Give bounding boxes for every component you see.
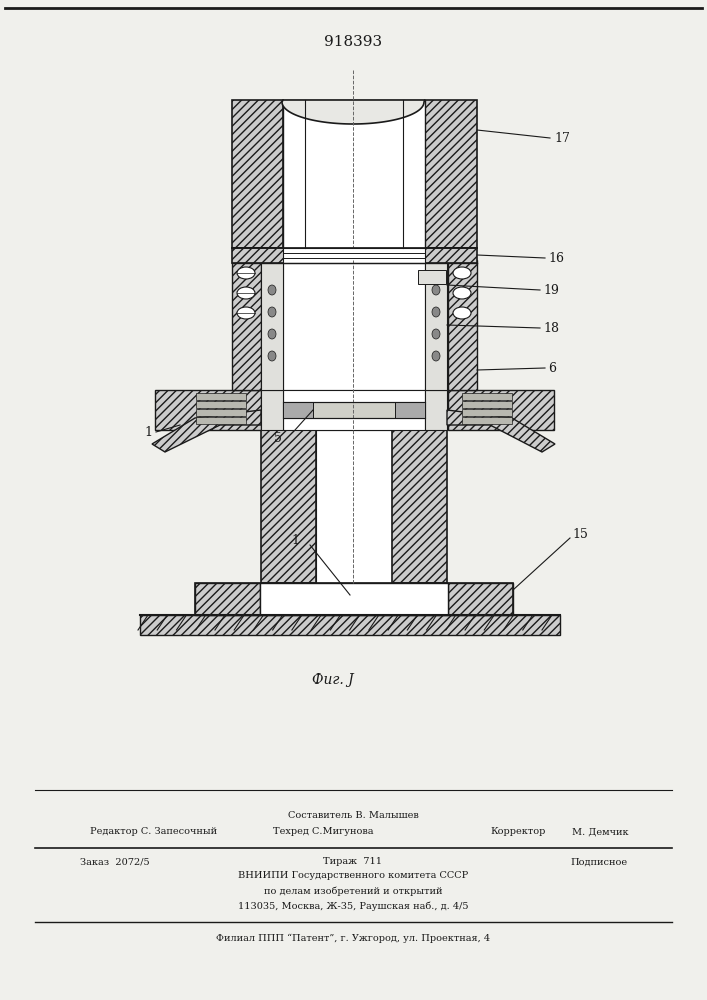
Bar: [448, 260, 477, 390]
Ellipse shape: [237, 287, 255, 299]
Bar: [196, 417, 246, 424]
Bar: [261, 260, 283, 390]
Bar: [261, 390, 283, 430]
Ellipse shape: [453, 307, 471, 319]
Text: 1: 1: [144, 426, 152, 438]
Ellipse shape: [432, 285, 440, 295]
Bar: [261, 430, 316, 583]
Bar: [448, 583, 513, 615]
Bar: [140, 615, 560, 635]
Ellipse shape: [268, 329, 276, 339]
Bar: [425, 100, 477, 248]
Bar: [196, 393, 246, 400]
Bar: [392, 430, 447, 583]
Bar: [283, 390, 425, 430]
Text: 19: 19: [543, 284, 559, 296]
Text: Редактор С. Запесочный: Редактор С. Запесочный: [90, 828, 217, 836]
Bar: [283, 260, 425, 390]
Bar: [462, 401, 512, 408]
Bar: [196, 409, 246, 416]
Ellipse shape: [453, 287, 471, 299]
Ellipse shape: [268, 351, 276, 361]
Text: Заказ  2072/5: Заказ 2072/5: [80, 857, 150, 866]
Bar: [195, 583, 513, 615]
Bar: [232, 260, 261, 390]
Ellipse shape: [432, 307, 440, 317]
Polygon shape: [447, 410, 555, 452]
Text: Тираж  711: Тираж 711: [324, 857, 382, 866]
Text: ВНИИПИ Государственного комитета СССР: ВНИИПИ Государственного комитета СССР: [238, 871, 468, 880]
Text: 6: 6: [548, 361, 556, 374]
Text: 18: 18: [543, 322, 559, 334]
Bar: [232, 100, 283, 248]
Text: Корректор: Корректор: [490, 828, 545, 836]
Ellipse shape: [453, 267, 471, 279]
Text: Фиг. J: Фиг. J: [312, 673, 354, 687]
Bar: [155, 390, 261, 430]
Ellipse shape: [268, 285, 276, 295]
Bar: [316, 430, 392, 583]
Bar: [283, 248, 425, 263]
Text: Подписное: Подписное: [570, 857, 627, 866]
Bar: [395, 402, 425, 418]
Text: 918393: 918393: [324, 35, 382, 49]
Bar: [425, 390, 447, 430]
Bar: [196, 401, 246, 408]
Polygon shape: [282, 100, 425, 124]
Ellipse shape: [268, 307, 276, 317]
Text: 1: 1: [291, 534, 299, 546]
Bar: [462, 409, 512, 416]
Ellipse shape: [432, 329, 440, 339]
Ellipse shape: [432, 351, 440, 361]
Bar: [283, 402, 425, 418]
Ellipse shape: [237, 307, 255, 319]
Polygon shape: [152, 410, 261, 452]
Text: по делам изобретений и открытий: по делам изобретений и открытий: [264, 886, 443, 896]
Bar: [448, 390, 554, 430]
Bar: [425, 260, 447, 390]
Bar: [195, 583, 260, 615]
Bar: [462, 417, 512, 424]
Text: 113035, Москва, Ж-35, Раушская наб., д. 4/5: 113035, Москва, Ж-35, Раушская наб., д. …: [238, 901, 468, 911]
Bar: [283, 100, 425, 248]
Bar: [260, 583, 448, 615]
Text: Техред С.Мигунова: Техред С.Мигунова: [273, 828, 373, 836]
Bar: [418, 270, 446, 284]
Bar: [283, 402, 313, 418]
Text: Составитель В. Малышев: Составитель В. Малышев: [288, 810, 419, 820]
Text: М. Демчик: М. Демчик: [572, 828, 629, 836]
Bar: [462, 393, 512, 400]
Text: Филиал ППП “Патент”, г. Ужгород, ул. Проектная, 4: Филиал ППП “Патент”, г. Ужгород, ул. Про…: [216, 933, 490, 943]
Ellipse shape: [237, 267, 255, 279]
Text: 5: 5: [274, 432, 282, 444]
Bar: [232, 248, 477, 263]
Text: 15: 15: [572, 528, 588, 542]
Text: 16: 16: [548, 251, 564, 264]
Text: 17: 17: [554, 131, 570, 144]
